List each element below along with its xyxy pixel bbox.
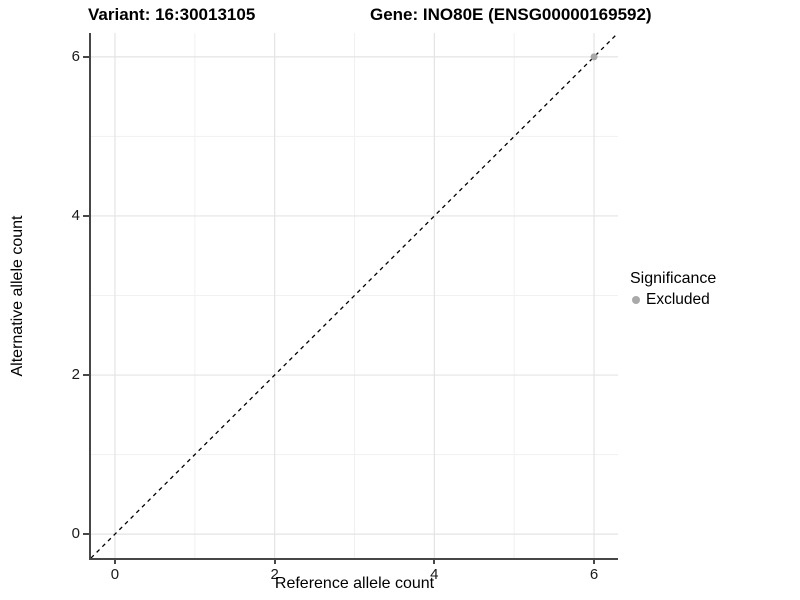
legend-title: Significance: [630, 270, 717, 287]
y-tick-mark: [83, 55, 89, 58]
legend: Significance Excluded: [630, 270, 716, 309]
y-tick-label: 0: [71, 525, 80, 543]
y-tick-label: 6: [71, 47, 80, 65]
legend-item-excluded: Excluded: [632, 291, 716, 309]
chart-title-variant: Variant: 16:30013105: [88, 5, 256, 24]
x-tick-mark: [593, 558, 596, 564]
x-tick-mark: [273, 558, 276, 564]
x-tick-label: 2: [270, 566, 279, 583]
identity-line: [91, 33, 618, 558]
x-axis-title: Reference allele count: [274, 575, 435, 592]
plot-panel: [89, 33, 618, 560]
y-tick-label: 2: [71, 366, 80, 384]
y-tick-mark: [83, 374, 89, 377]
plot-svg: [91, 33, 618, 558]
x-tick-mark: [433, 558, 436, 564]
x-tick-label: 4: [430, 566, 439, 583]
chart-title-gene: Gene: INO80E (ENSG00000169592): [370, 5, 652, 24]
legend-dot-icon: [632, 296, 640, 304]
x-tick-label: 0: [110, 566, 120, 583]
x-tick-mark: [113, 558, 116, 564]
x-tick-label: 6: [589, 566, 599, 583]
y-tick-mark: [83, 533, 89, 536]
data-point-excluded: [590, 53, 598, 61]
y-axis-title: Alternative allele count: [9, 215, 26, 377]
y-tick-mark: [83, 214, 89, 217]
y-tick-label: 4: [71, 206, 80, 224]
legend-item-label: Excluded: [646, 291, 710, 308]
